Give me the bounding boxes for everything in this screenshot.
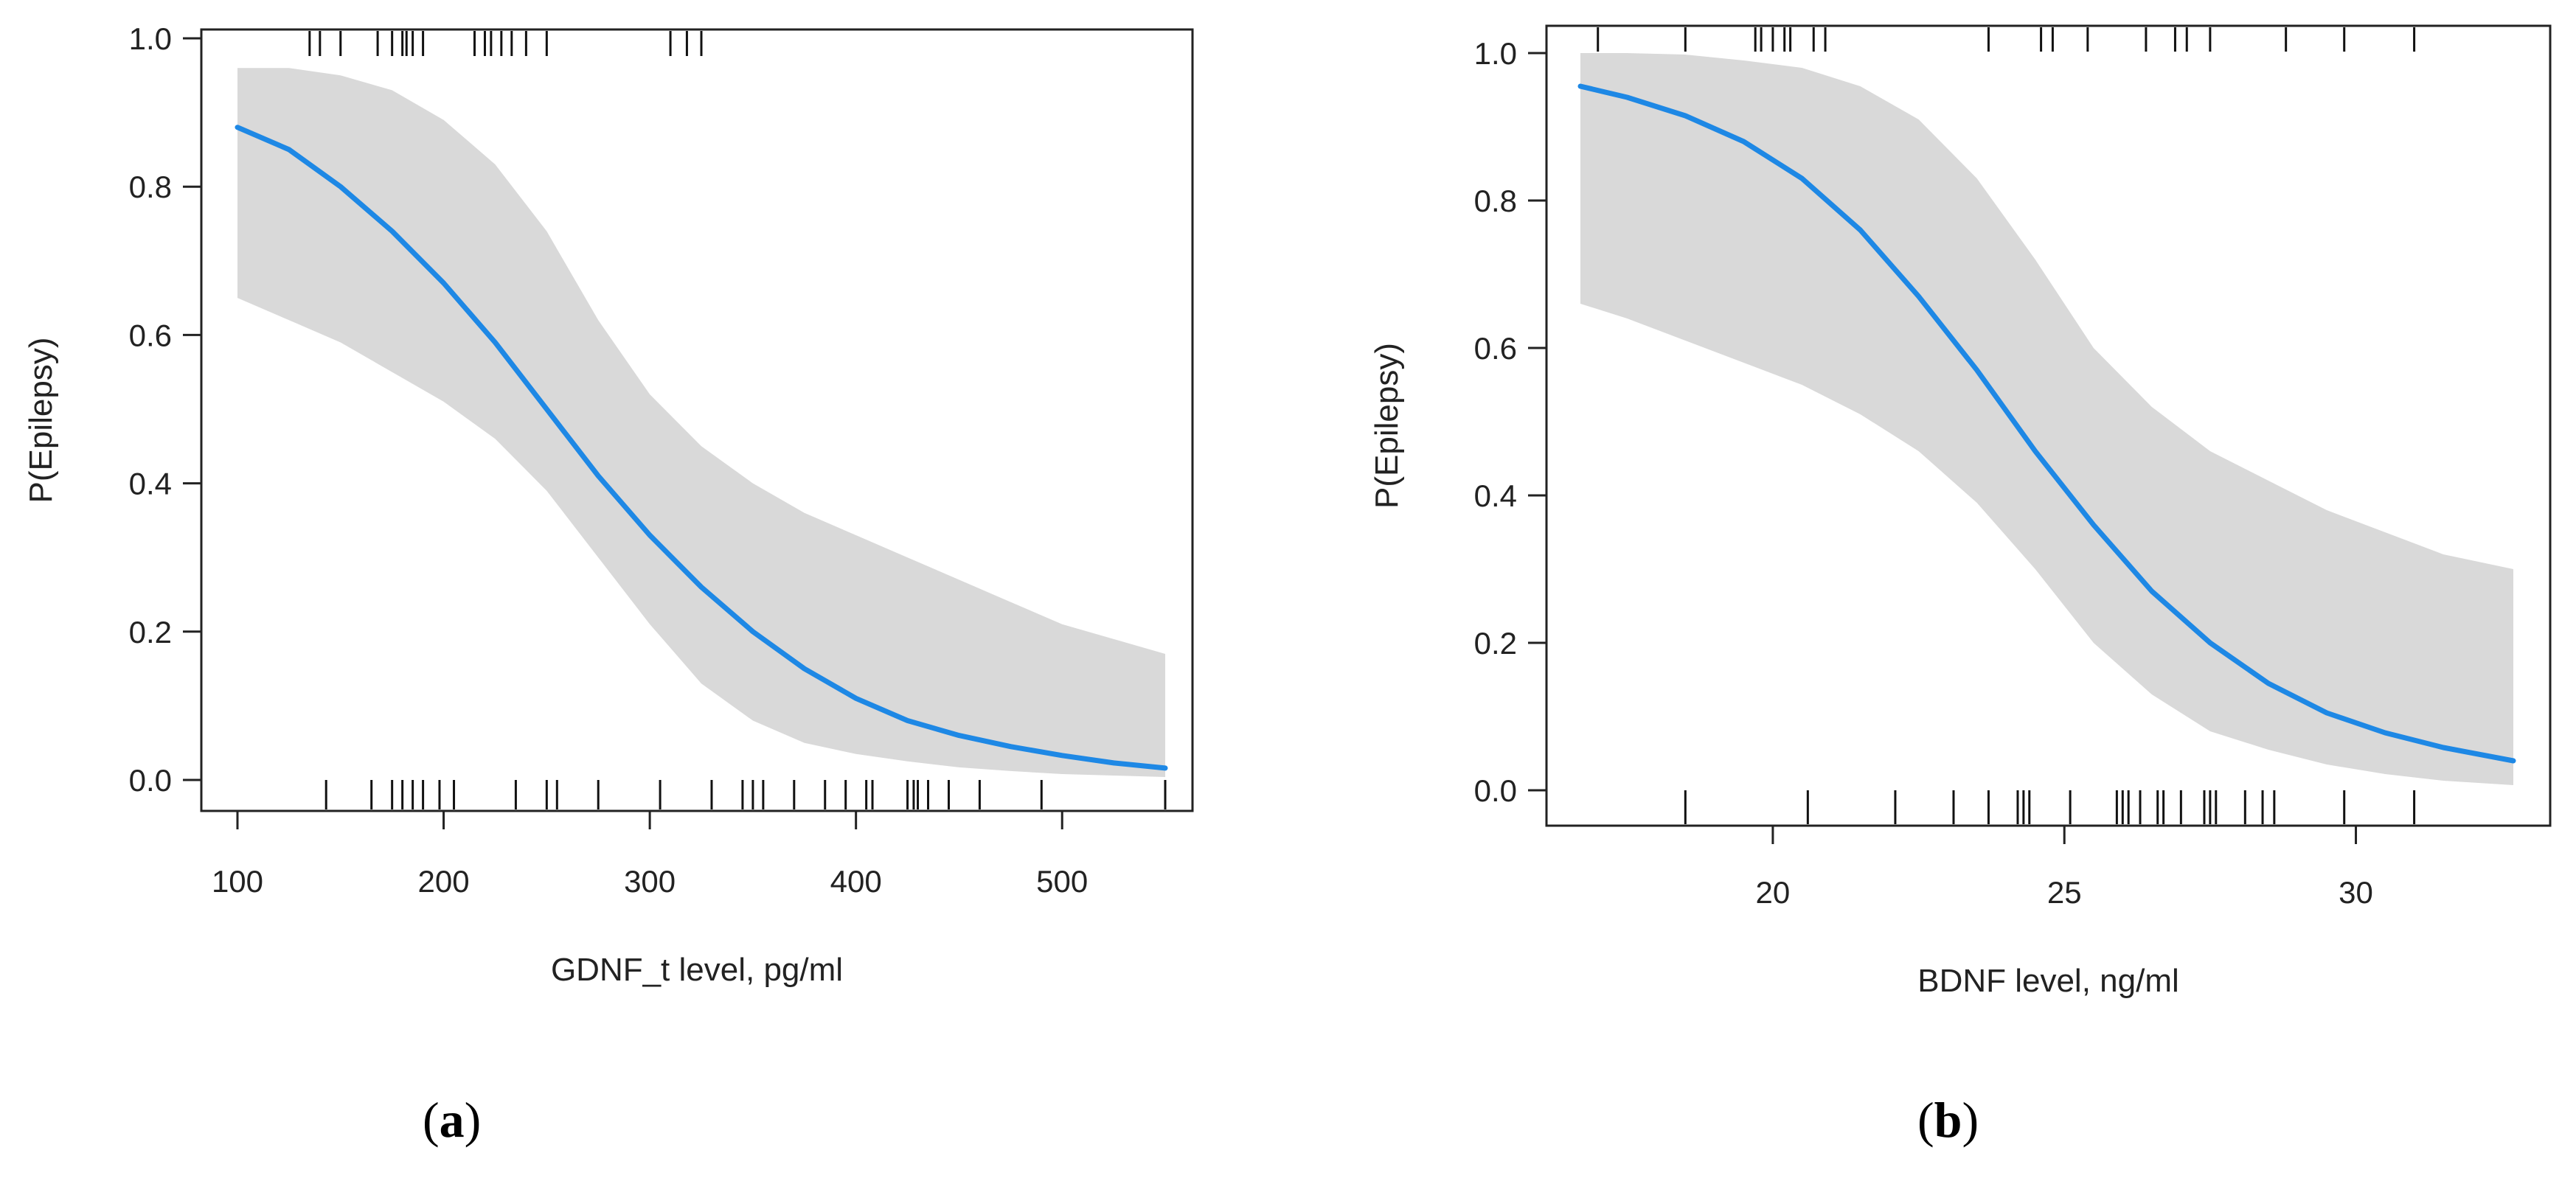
fitted-curve-line (235, 125, 1168, 771)
y-tick-label: 0.4 (129, 467, 172, 501)
confidence-band (237, 68, 1165, 777)
x-axis-label: BDNF level, ng/ml (1917, 963, 2179, 999)
x-tick-label: 30 (2339, 875, 2373, 910)
y-tick-label: 1.0 (1474, 36, 1517, 71)
y-axis-label: P(Epilepsy) (1369, 343, 1405, 509)
y-tick-label: 0.6 (129, 318, 172, 352)
y-tick-label: 0.2 (129, 615, 172, 649)
x-tick-label: 20 (1756, 875, 1791, 910)
y-tick-label: 1.0 (129, 21, 172, 56)
x-tick-label: 25 (2047, 875, 2082, 910)
x-axis-label: GDNF_t level, pg/ml (551, 952, 843, 988)
panel-label-a: (a) (423, 1092, 482, 1148)
plot-frame (1545, 24, 2552, 827)
y-tick-label: 0.0 (129, 763, 172, 798)
chart-panel-a: 0.0 0.2 0.4 0.6 0.8 1.0 100 200 300 400 500 GDNF_t … (23, 21, 1194, 988)
x-tick-label: 500 (1036, 864, 1088, 899)
chart-panel-b: 0.0 0.2 0.4 0.6 0.8 1.0 20 25 30 BDNF level, ng/m… (1369, 24, 2552, 999)
x-tick-label: 400 (830, 864, 882, 899)
x-tick-label: 200 (418, 864, 470, 899)
y-tick-label: 0.6 (1474, 331, 1517, 366)
panel-label-b-text: b (1934, 1092, 1962, 1148)
panel-label-b: (b) (1917, 1092, 1979, 1148)
x-tick-label: 100 (212, 864, 263, 899)
y-tick-label: 0.2 (1474, 626, 1517, 661)
panel-label-a-text: a (439, 1092, 465, 1148)
confidence-band (1580, 53, 2513, 785)
y-tick-label: 0.0 (1474, 773, 1517, 808)
y-tick-label: 0.8 (1474, 184, 1517, 218)
y-tick-label: 0.8 (129, 170, 172, 204)
fitted-curve-line (1577, 83, 2516, 764)
y-tick-label: 0.4 (1474, 478, 1517, 513)
y-axis-label: P(Epilepsy) (23, 338, 59, 504)
x-tick-label: 300 (624, 864, 676, 899)
plot-frame (200, 28, 1194, 812)
